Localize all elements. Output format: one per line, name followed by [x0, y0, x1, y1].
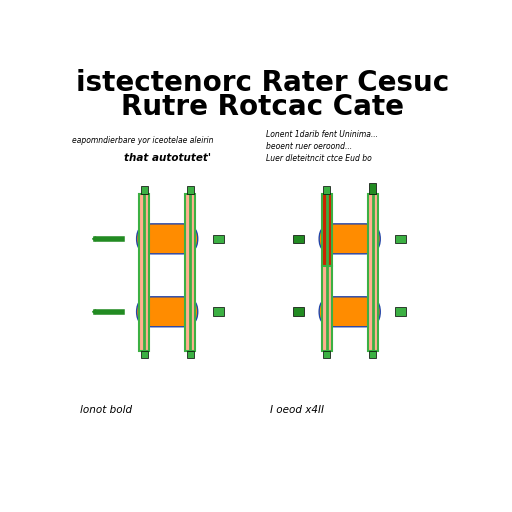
Bar — [185, 194, 196, 351]
Bar — [368, 194, 378, 351]
Bar — [395, 234, 407, 243]
Bar — [322, 266, 332, 351]
Text: eapomndierbare yor iceotelae aleirin: eapomndierbare yor iceotelae aleirin — [72, 136, 214, 145]
Text: Rutre Rotcac Cate: Rutre Rotcac Cate — [121, 93, 404, 121]
Text: Lonent 1darib fent Uninima...: Lonent 1darib fent Uninima... — [266, 130, 378, 139]
Bar — [395, 307, 407, 316]
Polygon shape — [93, 310, 96, 314]
FancyBboxPatch shape — [137, 297, 198, 327]
FancyBboxPatch shape — [319, 297, 380, 327]
Bar — [139, 194, 150, 351]
Bar — [186, 351, 194, 358]
Bar — [369, 183, 376, 194]
Bar — [293, 307, 304, 316]
Bar — [322, 194, 332, 266]
FancyBboxPatch shape — [137, 224, 198, 254]
Polygon shape — [93, 237, 96, 241]
Text: lonot bold: lonot bold — [80, 406, 132, 415]
Text: istectenorc Rater Cesuc: istectenorc Rater Cesuc — [76, 69, 449, 97]
Text: I oeod x4II: I oeod x4II — [270, 406, 324, 415]
Text: that autotutet': that autotutet' — [123, 153, 210, 163]
Bar — [141, 351, 148, 358]
Bar — [323, 186, 330, 194]
Bar — [213, 234, 224, 243]
Bar — [369, 351, 376, 358]
Bar — [293, 234, 304, 243]
Bar — [141, 186, 148, 194]
Bar — [213, 307, 224, 316]
Text: Luer dleteitncit ctce Eud bo: Luer dleteitncit ctce Eud bo — [266, 154, 372, 162]
FancyBboxPatch shape — [319, 224, 380, 254]
Bar — [323, 351, 330, 358]
Bar — [186, 186, 194, 194]
Text: beoent ruer oeroond...: beoent ruer oeroond... — [266, 142, 352, 151]
